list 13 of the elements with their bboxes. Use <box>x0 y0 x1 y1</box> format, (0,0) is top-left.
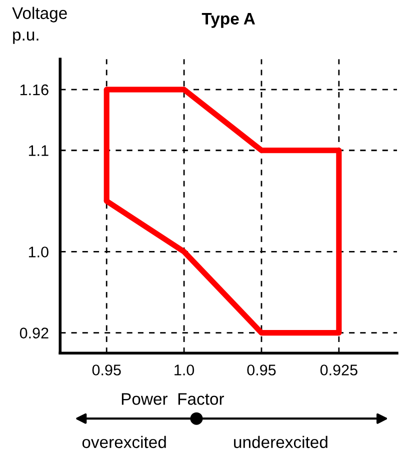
y-tick-label: 0.92 <box>20 328 48 338</box>
x-tick-label: 0.95 <box>92 364 121 376</box>
text: overexcited <box>82 436 166 448</box>
x-tick-label: 1.0 <box>174 364 194 376</box>
y-tick-label: 1.1 <box>28 145 48 156</box>
x-tick-label: 0.925 <box>320 364 358 376</box>
x-tick-label: 0.95 <box>247 364 276 376</box>
y-axis-title: Voltage p.u. <box>12 6 67 44</box>
x-axis-title: Power Factor <box>122 393 224 405</box>
y-tick-label: 1.0 <box>28 246 48 258</box>
chart-title: Type A <box>202 12 255 28</box>
text: underexcited <box>234 436 328 448</box>
y-tick-label: 1.16 <box>20 84 48 96</box>
